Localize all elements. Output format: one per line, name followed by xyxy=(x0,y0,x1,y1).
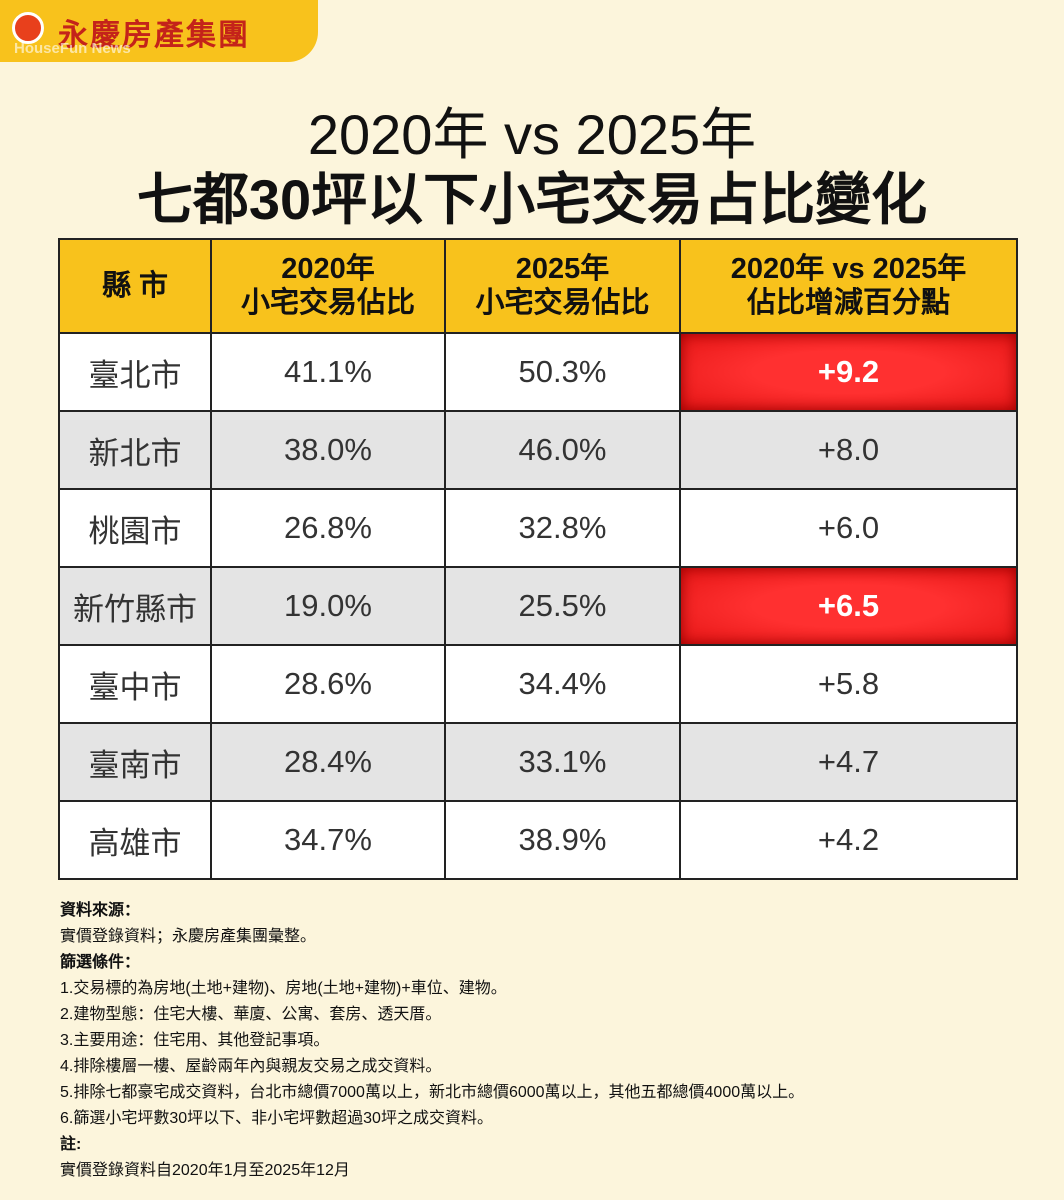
header-row: 縣 市 2020年 小宅交易佔比 2025年 小宅交易佔比 2020年 vs 2025年佔… xyxy=(58,238,1018,334)
table-row: 臺中市 28.6% 34.4% +5.8 xyxy=(58,644,1018,724)
table-cell: +6.5 xyxy=(679,566,1018,646)
table-row: 新竹縣市 19.0% 25.5% +6.5 xyxy=(58,566,1018,646)
header-text: 小宅交易佔比 xyxy=(475,287,650,319)
note-line: 6.篩選小宅坪數30坪以下、非小宅坪數超過30坪之成交資料。 xyxy=(60,1110,493,1127)
table-cell: 33.1% xyxy=(444,722,681,802)
note-line: 1.交易標的為房地(土地+建物)、房地(土地+建物)+車位、建物。 xyxy=(60,980,507,997)
table-cell: 新竹縣市 xyxy=(58,566,212,646)
note-line: 實價登錄資料；永慶房產集團彙整。 xyxy=(60,928,317,945)
header-cell: 縣 市 xyxy=(58,238,212,334)
header-cell: 2020年 小宅交易佔比 xyxy=(210,238,446,334)
title-line: 2020年 vs 2025年 xyxy=(307,103,757,166)
header-text: 2020年 vs 2025年 xyxy=(730,253,967,285)
table-cell: 34.7% xyxy=(210,800,446,880)
table-cell: 38.0% xyxy=(210,410,446,490)
note-line: 3.主要用途：住宅用、其他登記事項。 xyxy=(60,1032,330,1049)
logo-icon xyxy=(12,12,44,44)
header-text: 小宅交易佔比 xyxy=(240,287,415,319)
header-cell: 2025年 小宅交易佔比 xyxy=(444,238,681,334)
title-line: 七都30坪以下小宅交易占比變化 xyxy=(136,168,928,231)
table-row: 高雄市 34.7% 38.9% +4.2 xyxy=(58,800,1018,880)
table-cell: +4.7 xyxy=(679,722,1018,802)
table-cell: +9.2 xyxy=(679,332,1018,412)
table-cell: 19.0% xyxy=(210,566,446,646)
table-cell: 32.8% xyxy=(444,488,681,568)
header-text: 佔比增減百分點 xyxy=(746,287,950,319)
table-cell: 41.1% xyxy=(210,332,446,412)
note-line: 實價登錄資料自2020年1月至2025年12月 xyxy=(60,1162,350,1179)
table-cell: 桃園市 xyxy=(58,488,212,568)
table-cell: 高雄市 xyxy=(58,800,212,880)
table-cell: +4.2 xyxy=(679,800,1018,880)
note-line: 4.排除樓層一樓、屋齡兩年內與親友交易之成交資料。 xyxy=(60,1058,442,1075)
header-cell: 2020年 vs 2025年 佔比增減百分點 xyxy=(679,238,1018,334)
table-row: 臺南市 28.4% 33.1% +4.7 xyxy=(58,722,1018,802)
table-cell: 46.0% xyxy=(444,410,681,490)
table-cell: +8.0 xyxy=(679,410,1018,490)
table-cell: 臺北市 xyxy=(58,332,212,412)
note-line: 5.排除七都豪宅成交資料，台北市總價7000萬以上，新北市總價6000萬以上，其… xyxy=(60,1084,805,1101)
table-cell: 26.8% xyxy=(210,488,446,568)
notes: 資料來源： 實價登錄資料；永慶房產集團彙整。 篩選條件： 1.交易標的為房地(土地+建… xyxy=(60,898,804,1184)
header-text: 2020年 xyxy=(281,253,375,285)
table-row: 臺北市 41.1% 50.3% +9.2 xyxy=(58,332,1018,412)
logo-banner: 永慶房產集團 HouseFun News xyxy=(0,0,318,62)
header-text: 縣 市 xyxy=(101,270,169,302)
table-cell: 臺南市 xyxy=(58,722,212,802)
data-table: 縣 市 2020年 小宅交易佔比 2025年 小宅交易佔比 2020年 vs 2025年佔… xyxy=(58,238,1018,880)
note-heading: 註: xyxy=(60,1136,82,1153)
watermark: HouseFun News xyxy=(14,40,131,57)
table-cell: 34.4% xyxy=(444,644,681,724)
note-heading: 篩選條件： xyxy=(60,954,141,971)
note-heading: 資料來源： xyxy=(60,902,141,919)
table-row: 新北市 38.0% 46.0% +8.0 xyxy=(58,410,1018,490)
table-cell: 50.3% xyxy=(444,332,681,412)
table-cell: +5.8 xyxy=(679,644,1018,724)
table-cell: 28.4% xyxy=(210,722,446,802)
table-cell: 38.9% xyxy=(444,800,681,880)
table-row: 桃園市 26.8% 32.8% +6.0 xyxy=(58,488,1018,568)
header-text: 2025年 xyxy=(515,253,610,285)
table-cell: 新北市 xyxy=(58,410,212,490)
table-cell: 臺中市 xyxy=(58,644,212,724)
table-cell: 28.6% xyxy=(210,644,446,724)
note-line: 2.建物型態：住宅大樓、華廈、公寓、套房、透天厝。 xyxy=(60,1006,442,1023)
table-cell: 25.5% xyxy=(444,566,681,646)
table-cell: +6.0 xyxy=(679,488,1018,568)
logo-text: 永慶房產集團 xyxy=(58,19,250,52)
